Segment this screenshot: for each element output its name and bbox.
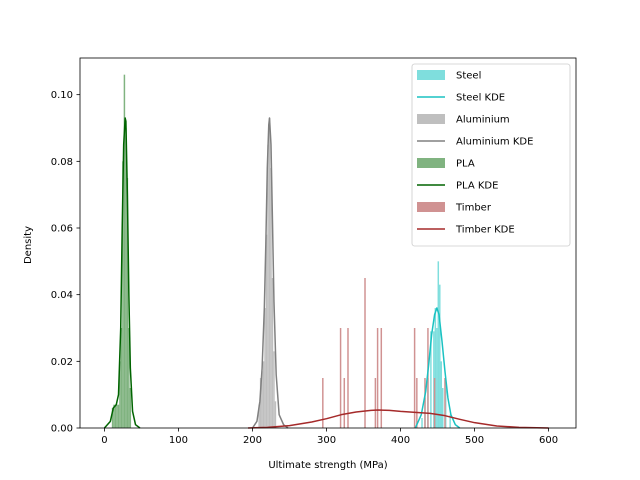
- steel-bar: [437, 261, 440, 428]
- timber-bar: [376, 328, 379, 428]
- timber-bar: [444, 378, 446, 428]
- pla-bar: [126, 178, 129, 428]
- pla-bar: [116, 404, 118, 428]
- aluminium-bar: [264, 308, 266, 428]
- steel-bar: [436, 328, 438, 428]
- pla-kde-legend-label: PLA KDE: [456, 181, 498, 192]
- timber-bar: [347, 328, 349, 428]
- steel-bar: [421, 418, 423, 428]
- pla-kde-line: [103, 117, 141, 429]
- y-tick-label: 0.10: [51, 90, 73, 101]
- timber-legend-label: Timber: [455, 203, 492, 214]
- steel-kde-line: [414, 307, 461, 429]
- aluminium-bar: [267, 144, 269, 429]
- y-axis-label: Density: [23, 226, 34, 264]
- pla-bar: [113, 404, 115, 428]
- y-tick-label: 0.02: [51, 357, 73, 368]
- aluminium-legend-swatch: [417, 114, 445, 124]
- steel-legend-swatch: [417, 70, 445, 80]
- y-tick-label: 0.04: [51, 290, 73, 301]
- pla-bar: [120, 328, 123, 428]
- kde-curves: [103, 117, 549, 429]
- timber-bar: [433, 378, 436, 428]
- timber-bar: [339, 328, 342, 428]
- y-tick-label: 0.08: [51, 157, 73, 168]
- timber-bar: [322, 378, 324, 428]
- pla-bar: [114, 404, 117, 428]
- steel-legend-label: Steel: [456, 71, 481, 82]
- pla-legend-swatch: [417, 158, 445, 168]
- x-tick-label: 400: [391, 435, 410, 446]
- pla-bar: [119, 361, 121, 428]
- x-tick-label: 300: [317, 435, 336, 446]
- aluminium-bar: [271, 278, 274, 428]
- x-tick-label: 200: [243, 435, 262, 446]
- pla-bar: [123, 74, 126, 429]
- x-tick-label: 100: [169, 435, 188, 446]
- x-axis-label: Ultimate strength (MPa): [268, 460, 387, 471]
- steel-bar: [442, 388, 444, 428]
- aluminium-bar: [268, 118, 271, 428]
- steel-bar: [439, 284, 441, 428]
- steel-bar: [440, 361, 443, 428]
- pla-bar: [125, 128, 127, 428]
- aluminium-bar: [259, 378, 262, 428]
- ticks: 0 100 200 300 400 500 600 0.00 0.02 0.04 0.06 0.08 0…: [51, 90, 558, 446]
- steel-bar: [430, 331, 432, 428]
- x-tick-label: 0: [101, 435, 107, 446]
- histogram-bars: [111, 74, 451, 429]
- aluminium-bar: [261, 371, 263, 428]
- aluminium-bar: [262, 361, 265, 428]
- pla-legend-label: PLA: [456, 159, 475, 170]
- plot-frame: [79, 57, 577, 429]
- timber-bar: [374, 378, 377, 428]
- aluminium-bar: [273, 351, 275, 428]
- aluminium-bar: [265, 234, 268, 428]
- steel-bar: [449, 414, 451, 428]
- aluminium-bar: [258, 404, 260, 428]
- timber-bar: [413, 328, 416, 428]
- timber-legend-swatch: [417, 202, 445, 212]
- legend-box: [411, 63, 571, 247]
- pla-bar: [129, 388, 132, 428]
- timber-bar: [424, 378, 426, 428]
- pla-bar: [111, 408, 114, 428]
- legend: Steel Steel KDE Aluminium Aluminium KDE PLA P…: [411, 63, 571, 247]
- y-tick-label: 0.00: [51, 424, 73, 435]
- timber-bar: [416, 378, 418, 428]
- steel-kde-legend-label: Steel KDE: [456, 93, 505, 104]
- aluminium-kde-legend-label: Aluminium KDE: [456, 137, 533, 148]
- axes: [79, 57, 577, 429]
- timber-bar: [380, 328, 383, 428]
- aluminium-kde-line: [251, 117, 289, 429]
- y-tick-label: 0.06: [51, 224, 73, 235]
- timber-bar: [364, 278, 366, 428]
- aluminium-bar: [274, 401, 277, 428]
- aluminium-legend-label: Aluminium: [456, 115, 510, 126]
- steel-bar: [434, 308, 437, 428]
- pla-bar: [122, 161, 124, 428]
- timber-kde-legend-label: Timber KDE: [455, 225, 515, 236]
- x-tick-label: 600: [539, 435, 558, 446]
- pla-bar: [117, 404, 120, 428]
- aluminium-bar: [270, 168, 272, 428]
- timber-kde-line: [248, 409, 549, 429]
- timber-bar: [343, 378, 346, 428]
- x-tick-label: 500: [465, 435, 484, 446]
- pla-bar: [128, 328, 130, 428]
